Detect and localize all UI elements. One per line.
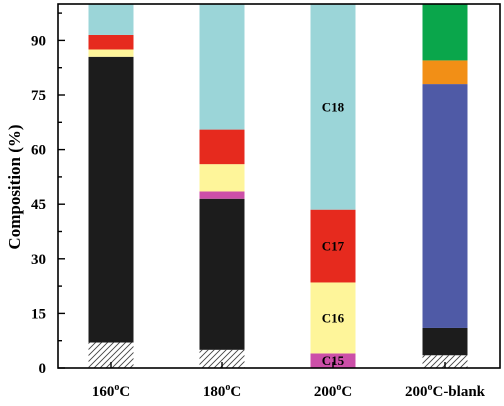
y-tick-label: 60 (31, 143, 46, 159)
bar-2-segment-4 (199, 164, 245, 192)
y-tick-label: 45 (31, 197, 46, 213)
y-tick-label: 75 (31, 88, 46, 104)
y-tick-label: 15 (31, 306, 46, 322)
bar-1 (88, 4, 134, 368)
x-tick-label: 200oC (314, 382, 352, 400)
y-tick-label: 30 (31, 252, 46, 268)
bar-4-segment-3 (422, 84, 468, 328)
bar-4-segment-5 (422, 4, 468, 61)
plot-frame (57, 3, 501, 369)
x-tick-label: 180oC (203, 382, 241, 400)
bar-2-segment-6 (199, 4, 245, 130)
bar-3-segment-1 (310, 353, 356, 368)
bar-3-segment-4 (310, 4, 356, 210)
segment-label-c17: C17 (322, 239, 345, 254)
bar-1-segment-3 (88, 49, 134, 57)
bar-2-segment-3 (199, 191, 245, 199)
y-tick-label: 90 (31, 33, 46, 49)
y-axis-title: Composition (%) (5, 124, 24, 249)
bar-2-segment-1 (199, 349, 245, 368)
segment-label-c16: C16 (322, 310, 345, 325)
bar-1-segment-4 (88, 34, 134, 50)
bar-1-segment-2 (88, 56, 134, 343)
segment-label-c18: C18 (322, 99, 345, 114)
bar-4-segment-4 (422, 60, 468, 85)
bar-2-segment-2 (199, 198, 245, 350)
bar-3-segment-2 (310, 282, 356, 354)
bar-3-segment-3 (310, 209, 356, 283)
axes-layer: 0 15 30 45 60 75 90 160oC 180oC 200oC 200oC-blank (31, 3, 501, 400)
bars-layer: C15 C16 C17 C18 (88, 4, 468, 368)
segment-label-c15: C15 (322, 353, 345, 368)
bar-4 (422, 4, 468, 368)
bar-1-segment-5 (88, 4, 134, 35)
x-tick-label: 160oC (92, 382, 130, 400)
bar-2 (199, 4, 245, 368)
x-tick-label: 200oC-blank (405, 382, 486, 400)
bar-3: C15 C16 C17 C18 (310, 4, 356, 368)
y-tick-label: 0 (39, 361, 47, 377)
bar-4-segment-1 (422, 355, 468, 368)
bar-4-segment-2 (422, 327, 468, 356)
bar-2-segment-5 (199, 129, 245, 165)
